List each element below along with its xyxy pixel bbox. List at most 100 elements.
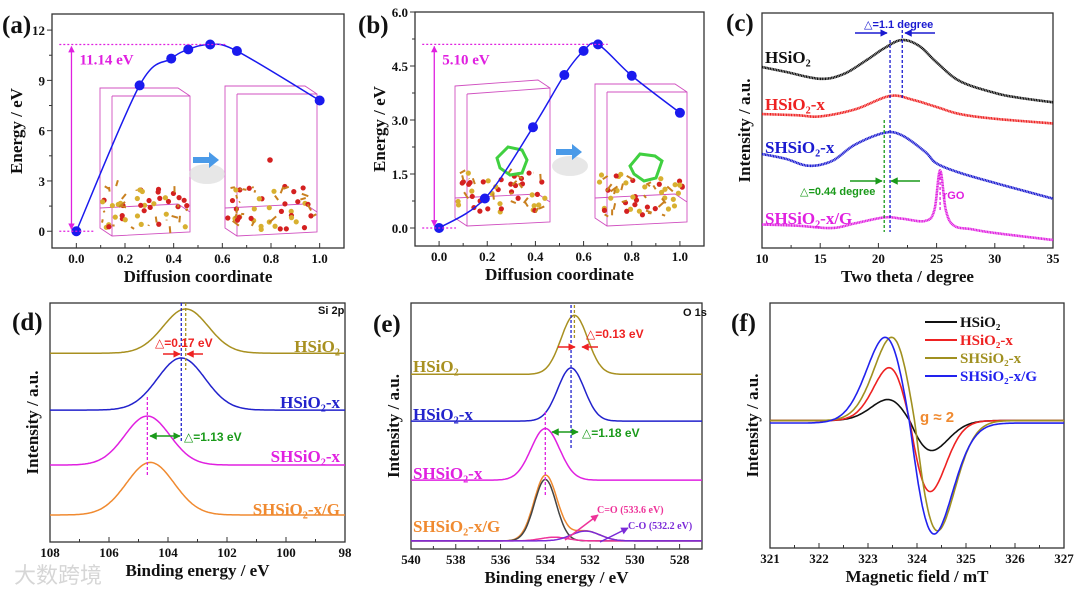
core-level-label: O 1s (683, 307, 707, 319)
series-label: HSiO₂-x (413, 405, 473, 424)
bond (666, 185, 674, 193)
atom (176, 195, 182, 201)
bond (250, 220, 256, 227)
x-tick-label: 0.8 (263, 251, 280, 266)
bond (459, 169, 466, 175)
x-axis-label: Magnetic field / mT (845, 567, 989, 586)
atom (282, 201, 288, 207)
y-axis-label: Intensity / a.u. (743, 374, 762, 478)
bond (238, 200, 241, 204)
atom (632, 202, 638, 208)
x-tick-label: 15 (814, 251, 828, 266)
atom (106, 224, 112, 230)
atom (182, 224, 188, 230)
atom (639, 212, 646, 218)
bond (108, 186, 111, 192)
xps-curve (50, 461, 345, 516)
atom (291, 189, 297, 195)
atom (613, 173, 619, 179)
atom (539, 179, 545, 185)
bond (602, 175, 609, 181)
delta-label: △=0.44 degree (800, 186, 875, 198)
y-tick-label: 12 (32, 23, 45, 38)
delta-label: △=0.13 eV (586, 327, 644, 341)
atom (658, 189, 665, 195)
bond (509, 191, 514, 195)
x-tick-label: 98 (339, 545, 353, 560)
bond (300, 197, 307, 201)
atom (477, 208, 483, 214)
atom (596, 179, 603, 185)
bond (538, 205, 545, 210)
y-axis-label: Energy / eV (370, 85, 389, 172)
bond (185, 208, 189, 212)
bond (268, 215, 277, 224)
atom (142, 202, 148, 208)
atom (267, 157, 273, 163)
atom (146, 197, 152, 204)
legend-label: SHSiO₂-x (960, 351, 1022, 367)
arrow-shadow (189, 164, 225, 184)
bond (312, 213, 317, 217)
atom (531, 203, 537, 209)
delta-label: △=0.17 eV (155, 336, 213, 350)
y-tick-label: 6.0 (392, 5, 408, 20)
bond (661, 197, 667, 204)
bond (534, 207, 540, 213)
atom (122, 217, 128, 223)
delta-label: △=1.1 degree (864, 19, 933, 31)
panel-a: (a) 0.0 0.2 0.4 0.6 0.8 1.0 0 3 6 9 12 Diffusion coo… (2, 12, 345, 286)
carbon-ring (628, 152, 664, 183)
atom (460, 179, 466, 185)
atom (469, 188, 475, 194)
bond (621, 199, 628, 203)
series-label: SHSiO₂-x/G (253, 500, 340, 519)
bond (230, 186, 236, 189)
legend-label: HSiO₂ (960, 315, 1001, 331)
panel-label: (c) (726, 10, 754, 37)
x-tick-label: 326 (1005, 551, 1025, 566)
series-label: HSiO₂ (765, 48, 811, 67)
x-tick-label: 106 (99, 545, 119, 560)
panel-label: (a) (2, 12, 31, 39)
series-label: HSiO₂ (294, 337, 340, 356)
x-tick-label: 322 (809, 551, 829, 566)
x-tick-label: 324 (907, 551, 927, 566)
y-axis-label: Intensity / a.u. (735, 79, 754, 183)
atom (677, 182, 683, 188)
epr-curve (770, 336, 1064, 535)
atom (672, 182, 678, 188)
data-point (626, 70, 637, 81)
xps-curve (411, 427, 702, 481)
series-label: SHSiO₂-x (765, 138, 835, 157)
panel-d: (d) 108 106 104 102 100 98 Binding energy / eV I… (12, 302, 353, 589)
y-tick-label: 1.5 (392, 167, 409, 182)
data-point (314, 95, 325, 106)
bond (102, 210, 106, 213)
y-axis-label: Intensity / a.u. (23, 371, 42, 475)
bond (517, 182, 523, 189)
bond (510, 200, 517, 205)
rgo-label: rGO (943, 190, 965, 202)
bond (605, 183, 613, 192)
bond (645, 181, 652, 186)
data-point (593, 39, 604, 50)
atom (301, 225, 308, 231)
xrd-curve (761, 169, 1054, 242)
x-tick-label: 0.6 (214, 251, 231, 266)
x-tick-label: 25 (930, 251, 944, 266)
barrier-label: 5.10 eV (442, 52, 490, 68)
atom (467, 180, 473, 186)
bond (104, 185, 110, 190)
atom (277, 226, 283, 232)
atom (515, 195, 521, 201)
legend-label: HSiO₂-x (960, 333, 1013, 349)
data-point (183, 44, 194, 55)
bond (610, 185, 619, 193)
bond (242, 188, 247, 191)
data-point (528, 122, 539, 133)
xps-curve (50, 308, 345, 354)
atom (100, 199, 106, 205)
y-axis-label: Energy / eV (7, 87, 26, 174)
panel-label: (f) (731, 310, 756, 337)
